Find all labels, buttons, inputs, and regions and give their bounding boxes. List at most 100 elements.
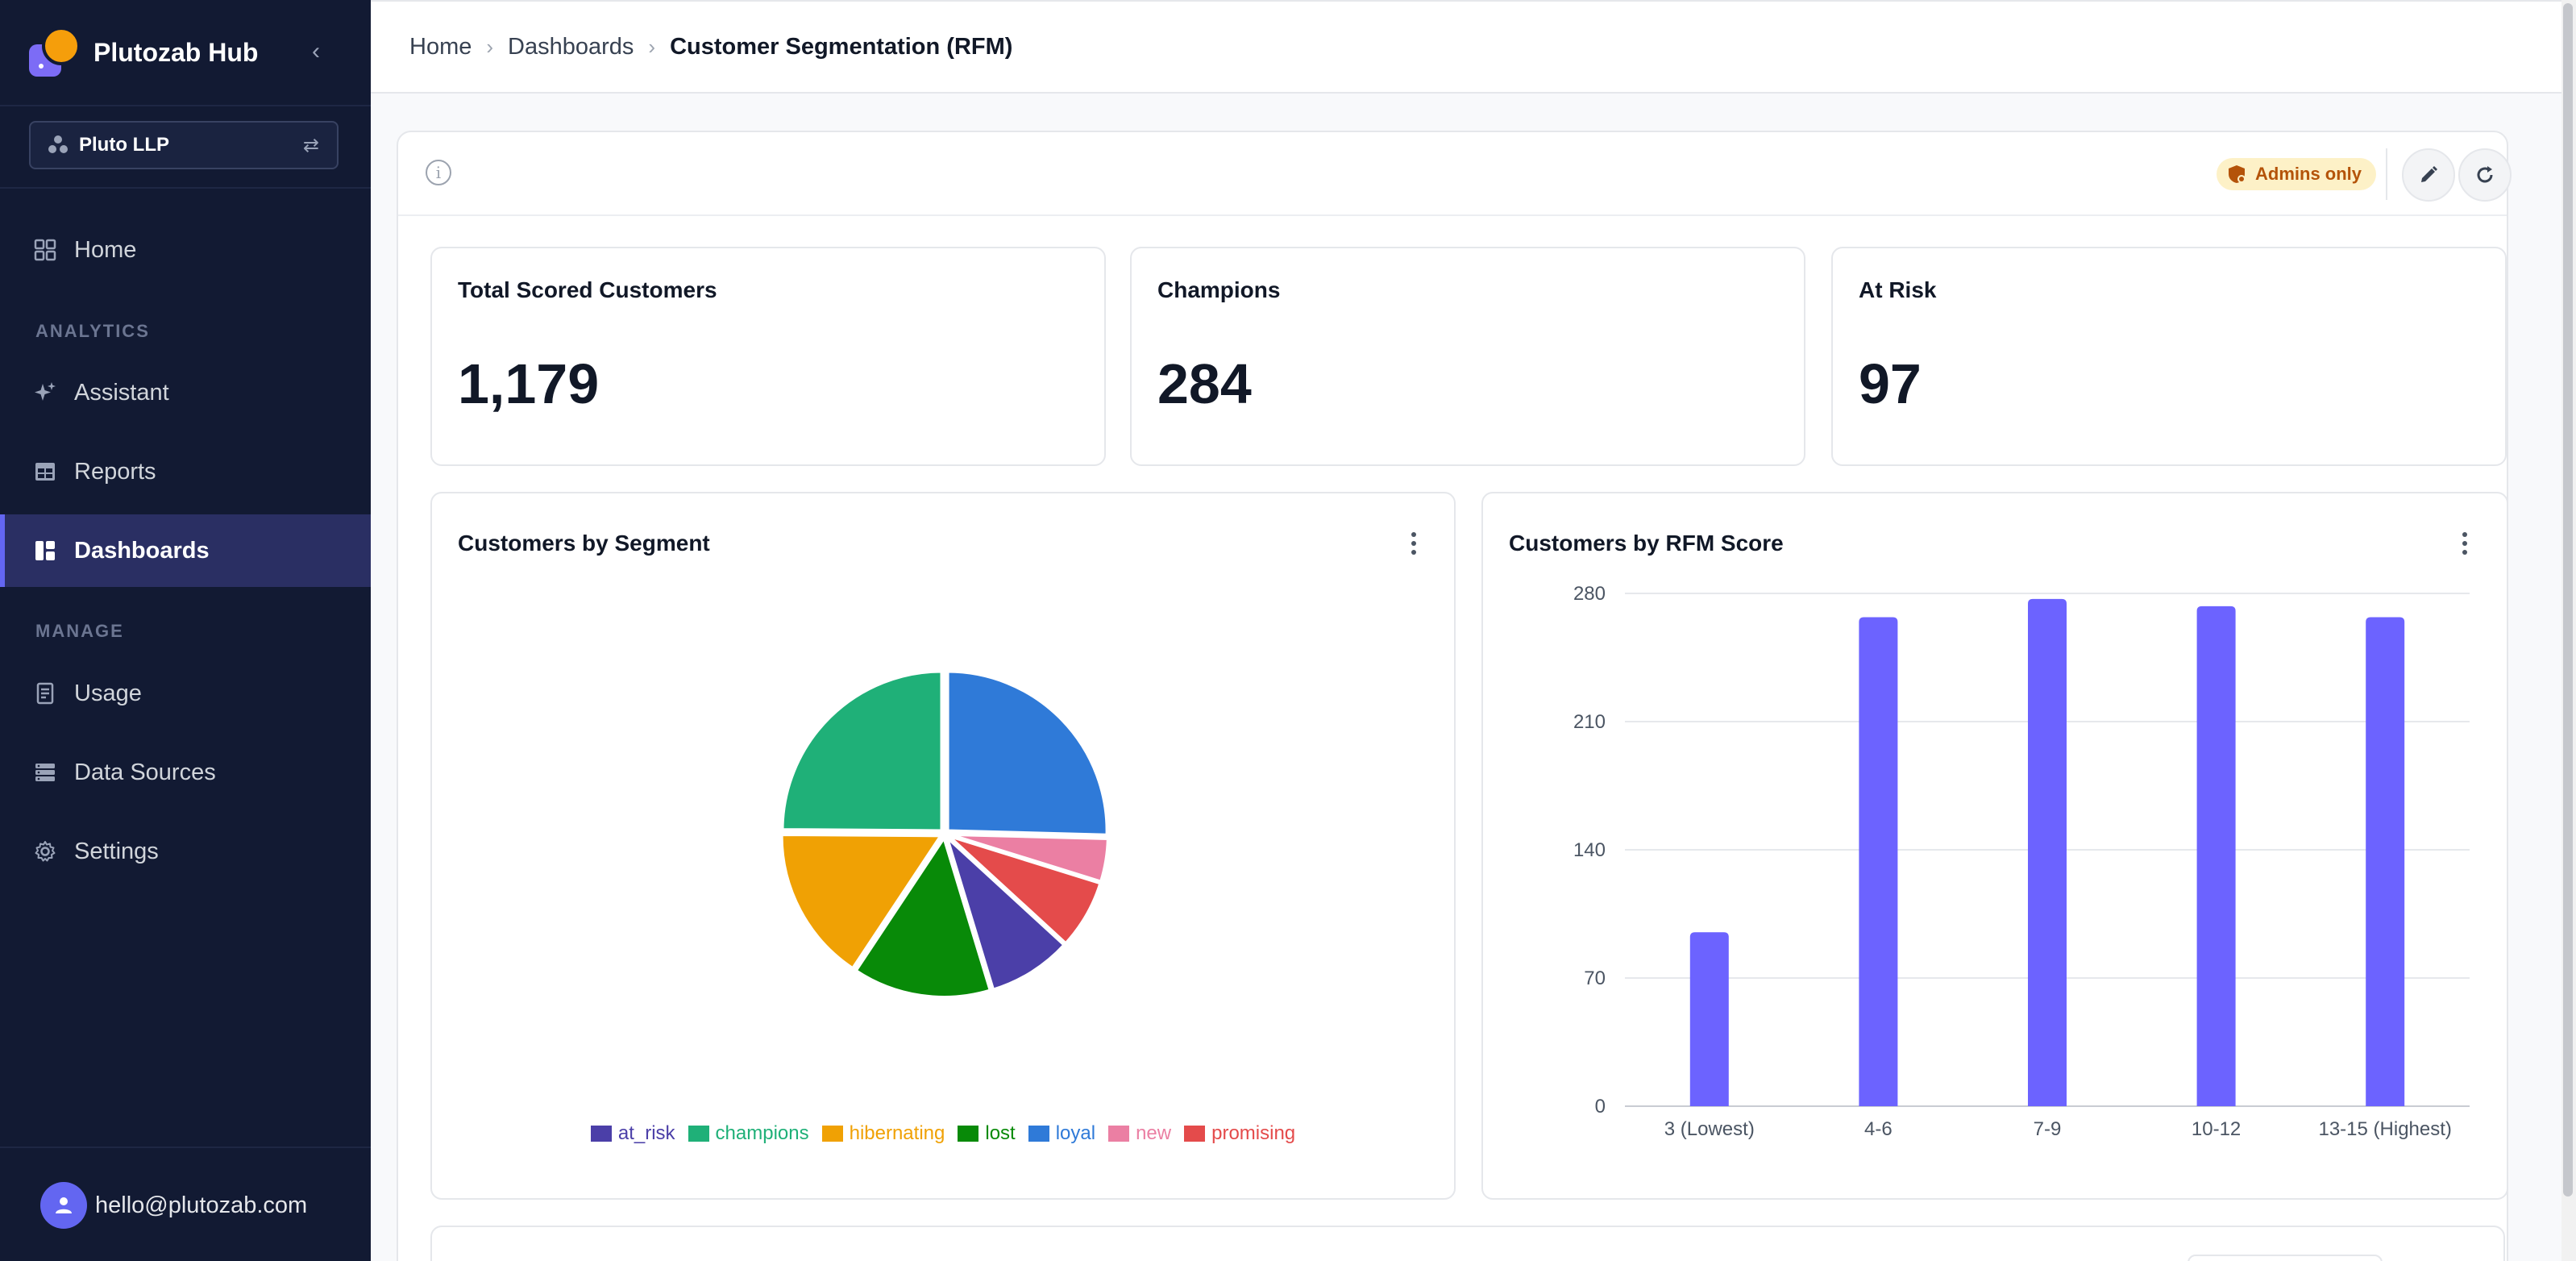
legend-item-loyal[interactable]: loyal xyxy=(1028,1122,1095,1145)
badge-label: Admins only xyxy=(2255,164,2362,184)
legend-label: at_risk xyxy=(617,1122,675,1144)
refresh-button[interactable] xyxy=(2458,148,2512,202)
bar[interactable] xyxy=(2028,598,2067,1106)
kpi-value: 284 xyxy=(1157,352,1252,415)
shield-icon xyxy=(2229,165,2246,183)
pie-slice-champions[interactable] xyxy=(780,669,944,833)
kpi-card-total-scored-customers: Total Scored Customers 1,179 xyxy=(430,247,1106,466)
pie-slice-at-risk[interactable] xyxy=(943,831,1067,993)
breadcrumb: Home › Dashboards › Customer Segmentatio… xyxy=(409,34,1012,60)
sidebar-item-label: Settings xyxy=(74,838,159,864)
swap-icon: ⇄ xyxy=(302,134,319,156)
brand[interactable]: Plutozab Hub xyxy=(29,24,258,81)
sidebar-item-dashboards[interactable]: Dashboards xyxy=(0,514,371,587)
collapse-sidebar-chevron-left-icon[interactable]: ‹ xyxy=(312,38,320,65)
section-label-manage: MANAGE xyxy=(35,621,124,641)
sidebar-item-settings[interactable]: Settings xyxy=(0,815,371,888)
x-tick-label: 7-9 xyxy=(2034,1118,2062,1140)
sidebar-item-home[interactable]: Home xyxy=(0,214,371,286)
user-email: hello@plutozab.com xyxy=(95,1192,308,1218)
legend-label: lost xyxy=(985,1122,1016,1144)
x-tick-label: 3 (Lowest) xyxy=(1664,1118,1755,1140)
pie-chart xyxy=(779,669,1110,999)
chart-title: Customers by Segment xyxy=(458,531,710,556)
legend-item-at-risk[interactable]: at_risk xyxy=(590,1122,675,1145)
bar[interactable] xyxy=(2366,617,2405,1106)
gear-icon xyxy=(32,839,58,864)
receipt-icon xyxy=(32,680,58,706)
legend-item-promising[interactable]: promising xyxy=(1184,1122,1295,1145)
avatar xyxy=(40,1182,87,1229)
sidebar: Plutozab Hub ‹ Pluto LLP ⇄ Home ANALYTIC… xyxy=(0,0,371,1261)
next-dashboard-card xyxy=(430,1226,2505,1261)
legend-label: promising xyxy=(1211,1122,1296,1144)
team-icon xyxy=(48,135,68,155)
grid-icon xyxy=(32,237,58,263)
chart-card-customers-by-rfm-score: Customers by RFM Score 0 70 140 210 280 3 (Lo… xyxy=(1481,492,2508,1200)
scrollbar-thumb[interactable] xyxy=(2563,3,2573,1196)
section-label-analytics: ANALYTICS xyxy=(35,321,150,341)
sidebar-item-assistant[interactable]: Assistant xyxy=(0,356,371,429)
y-tick-label: 280 xyxy=(1573,583,1606,605)
legend-swatch xyxy=(821,1126,843,1142)
legend-swatch xyxy=(590,1126,612,1142)
breadcrumb-dashboards[interactable]: Dashboards xyxy=(508,33,634,60)
legend-swatch xyxy=(958,1126,979,1142)
chart-title: Customers by RFM Score xyxy=(1509,531,1784,556)
bar[interactable] xyxy=(2196,606,2236,1106)
user-menu[interactable]: hello@plutozab.com xyxy=(40,1182,307,1229)
org-name: Pluto LLP xyxy=(79,134,169,156)
bar[interactable] xyxy=(1859,617,1898,1106)
pie-slice-hibernating[interactable] xyxy=(779,832,945,972)
legend-swatch xyxy=(1108,1126,1130,1142)
sidebar-item-label: Data Sources xyxy=(74,759,216,785)
more-options-icon[interactable] xyxy=(1404,529,1423,558)
legend-swatch xyxy=(1184,1126,1206,1142)
sidebar-item-usage[interactable]: Usage xyxy=(0,657,371,730)
sparkles-icon xyxy=(32,380,58,406)
more-options-icon[interactable] xyxy=(2455,529,2474,558)
divider xyxy=(0,187,371,189)
page-title: Customer Segmentation (RFM) xyxy=(670,33,1013,60)
legend-swatch xyxy=(1028,1126,1049,1142)
dashboard-toolbar: i Admins only xyxy=(398,132,2512,216)
kpi-value: 97 xyxy=(1859,352,1922,415)
divider xyxy=(0,1147,371,1148)
kpi-title: Champions xyxy=(1157,277,1281,302)
legend-item-champions[interactable]: champions xyxy=(688,1122,809,1145)
sidebar-item-reports[interactable]: Reports xyxy=(0,435,371,508)
kpi-card-at-risk: At Risk 97 xyxy=(1831,247,2507,466)
kpi-title: Total Scored Customers xyxy=(458,277,717,302)
bar[interactable] xyxy=(1689,932,1729,1106)
legend-item-lost[interactable]: lost xyxy=(958,1122,1016,1145)
edit-button[interactable] xyxy=(2402,148,2455,202)
pie-slice-promising[interactable] xyxy=(946,834,1103,947)
legend-label: loyal xyxy=(1055,1122,1096,1144)
sidebar-item-data-sources[interactable]: Data Sources xyxy=(0,736,371,809)
breadcrumb-home[interactable]: Home xyxy=(409,33,472,60)
kpi-title: At Risk xyxy=(1859,277,1937,302)
legend-label: champions xyxy=(715,1122,809,1144)
x-tick-label: 4-6 xyxy=(1864,1118,1893,1140)
legend-swatch xyxy=(688,1126,709,1142)
dashboard-icon xyxy=(32,538,58,564)
pie-slice-lost[interactable] xyxy=(853,834,993,999)
brand-name: Plutozab Hub xyxy=(93,37,259,67)
y-tick-label: 0 xyxy=(1595,1096,1606,1117)
chart-card-customers-by-segment: Customers by Segment at_risk champions hib… xyxy=(430,492,1456,1200)
legend-item-hibernating[interactable]: hibernating xyxy=(821,1122,945,1145)
card-control[interactable] xyxy=(2188,1255,2383,1261)
pie-slice-loyal[interactable] xyxy=(945,669,1109,837)
x-tick-label: 10-12 xyxy=(2192,1118,2241,1140)
user-icon xyxy=(56,1197,72,1213)
refresh-icon xyxy=(2477,166,2493,183)
info-icon[interactable]: i xyxy=(426,160,451,185)
sidebar-item-label: Home xyxy=(74,236,137,263)
brand-logo-icon xyxy=(29,27,81,78)
legend-item-new[interactable]: new xyxy=(1108,1122,1171,1145)
org-switcher[interactable]: Pluto LLP ⇄ xyxy=(29,121,339,169)
y-tick-label: 210 xyxy=(1573,711,1606,733)
sidebar-item-label: Usage xyxy=(74,680,142,706)
chart-legend: at_risk champions hibernating lost loyal new p… xyxy=(432,1122,1454,1145)
divider xyxy=(2386,148,2387,200)
